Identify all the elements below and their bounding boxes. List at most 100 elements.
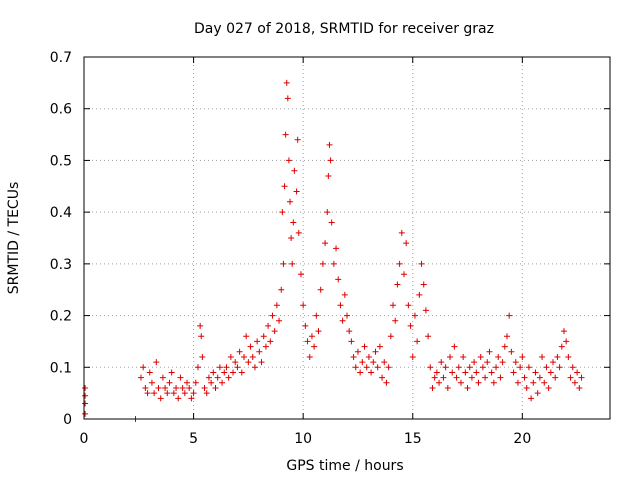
- data-point: [403, 240, 410, 247]
- data-point: [225, 374, 232, 381]
- data-point: [297, 271, 304, 278]
- data-point: [433, 369, 440, 376]
- data-point: [324, 209, 331, 216]
- data-point: [249, 353, 256, 360]
- data-point: [168, 369, 175, 376]
- data-point: [291, 167, 298, 174]
- data-point: [159, 374, 166, 381]
- data-point: [282, 131, 289, 138]
- data-point: [177, 374, 184, 381]
- x-tick-label: 0: [80, 431, 89, 447]
- data-point: [184, 379, 191, 386]
- y-tick-label: 0.1: [50, 360, 72, 376]
- data-point: [317, 286, 324, 293]
- data-point: [352, 364, 359, 371]
- data-point: [455, 364, 462, 371]
- data-point: [170, 390, 177, 397]
- data-point: [558, 343, 565, 350]
- data-point: [313, 312, 320, 319]
- y-tick-label: 0.6: [50, 102, 72, 118]
- data-point: [462, 369, 469, 376]
- data-point: [392, 317, 399, 324]
- data-point: [236, 348, 243, 355]
- data-point: [436, 379, 443, 386]
- data-point: [144, 390, 151, 397]
- data-point: [477, 353, 484, 360]
- data-point: [311, 343, 318, 350]
- data-point: [203, 390, 210, 397]
- data-point: [409, 353, 416, 360]
- data-point: [372, 348, 379, 355]
- data-point: [427, 364, 434, 371]
- data-point: [560, 328, 567, 335]
- data-point: [390, 302, 397, 309]
- data-points: [82, 79, 585, 422]
- data-point: [216, 364, 223, 371]
- data-point: [422, 307, 429, 314]
- data-point: [405, 302, 412, 309]
- data-point: [325, 172, 332, 179]
- data-point: [545, 384, 552, 391]
- data-point: [554, 353, 561, 360]
- data-point: [192, 379, 199, 386]
- data-point: [288, 235, 295, 241]
- data-point: [374, 364, 381, 371]
- data-point: [541, 379, 548, 386]
- data-point: [354, 348, 361, 355]
- data-point: [468, 374, 475, 381]
- data-point: [497, 374, 504, 381]
- data-point: [359, 359, 366, 366]
- data-point: [267, 338, 274, 345]
- data-point: [567, 374, 574, 381]
- data-point: [337, 302, 344, 309]
- data-point: [194, 364, 201, 371]
- data-point: [344, 312, 350, 319]
- data-point: [569, 364, 576, 371]
- data-point: [219, 379, 226, 386]
- data-point: [173, 384, 180, 391]
- data-point: [512, 359, 519, 366]
- data-point: [411, 312, 418, 319]
- data-point: [400, 271, 407, 278]
- data-point: [473, 369, 480, 376]
- data-point: [514, 379, 521, 386]
- x-tick-labels: 0 5 10 15 20: [80, 431, 532, 447]
- data-point: [539, 353, 546, 360]
- data-point: [295, 229, 302, 236]
- data-point: [521, 374, 528, 381]
- data-point: [552, 374, 559, 381]
- data-point: [142, 384, 149, 391]
- data-point: [536, 374, 543, 381]
- data-point: [396, 260, 403, 267]
- data-point: [258, 359, 265, 366]
- data-point: [416, 291, 423, 298]
- data-point: [425, 333, 432, 340]
- data-point: [181, 390, 188, 397]
- data-point: [221, 369, 228, 376]
- data-point: [368, 369, 375, 376]
- data-point: [208, 379, 215, 386]
- data-point: [431, 374, 438, 381]
- data-point: [276, 317, 283, 324]
- data-point: [140, 364, 147, 371]
- data-point: [281, 183, 288, 190]
- data-point: [175, 395, 182, 402]
- data-point: [155, 384, 162, 391]
- data-point: [212, 384, 219, 391]
- data-point: [440, 374, 447, 381]
- data-point: [82, 384, 89, 391]
- data-point: [247, 343, 254, 350]
- data-point: [387, 333, 394, 340]
- data-point: [273, 302, 280, 309]
- data-point: [82, 392, 89, 399]
- axis-ticks: [83, 56, 610, 420]
- data-point: [429, 384, 436, 391]
- data-point: [306, 353, 313, 360]
- data-point: [350, 353, 357, 360]
- data-point: [348, 338, 355, 345]
- data-point: [398, 229, 405, 236]
- data-point: [444, 384, 451, 391]
- data-point: [499, 359, 506, 366]
- data-point: [287, 198, 294, 205]
